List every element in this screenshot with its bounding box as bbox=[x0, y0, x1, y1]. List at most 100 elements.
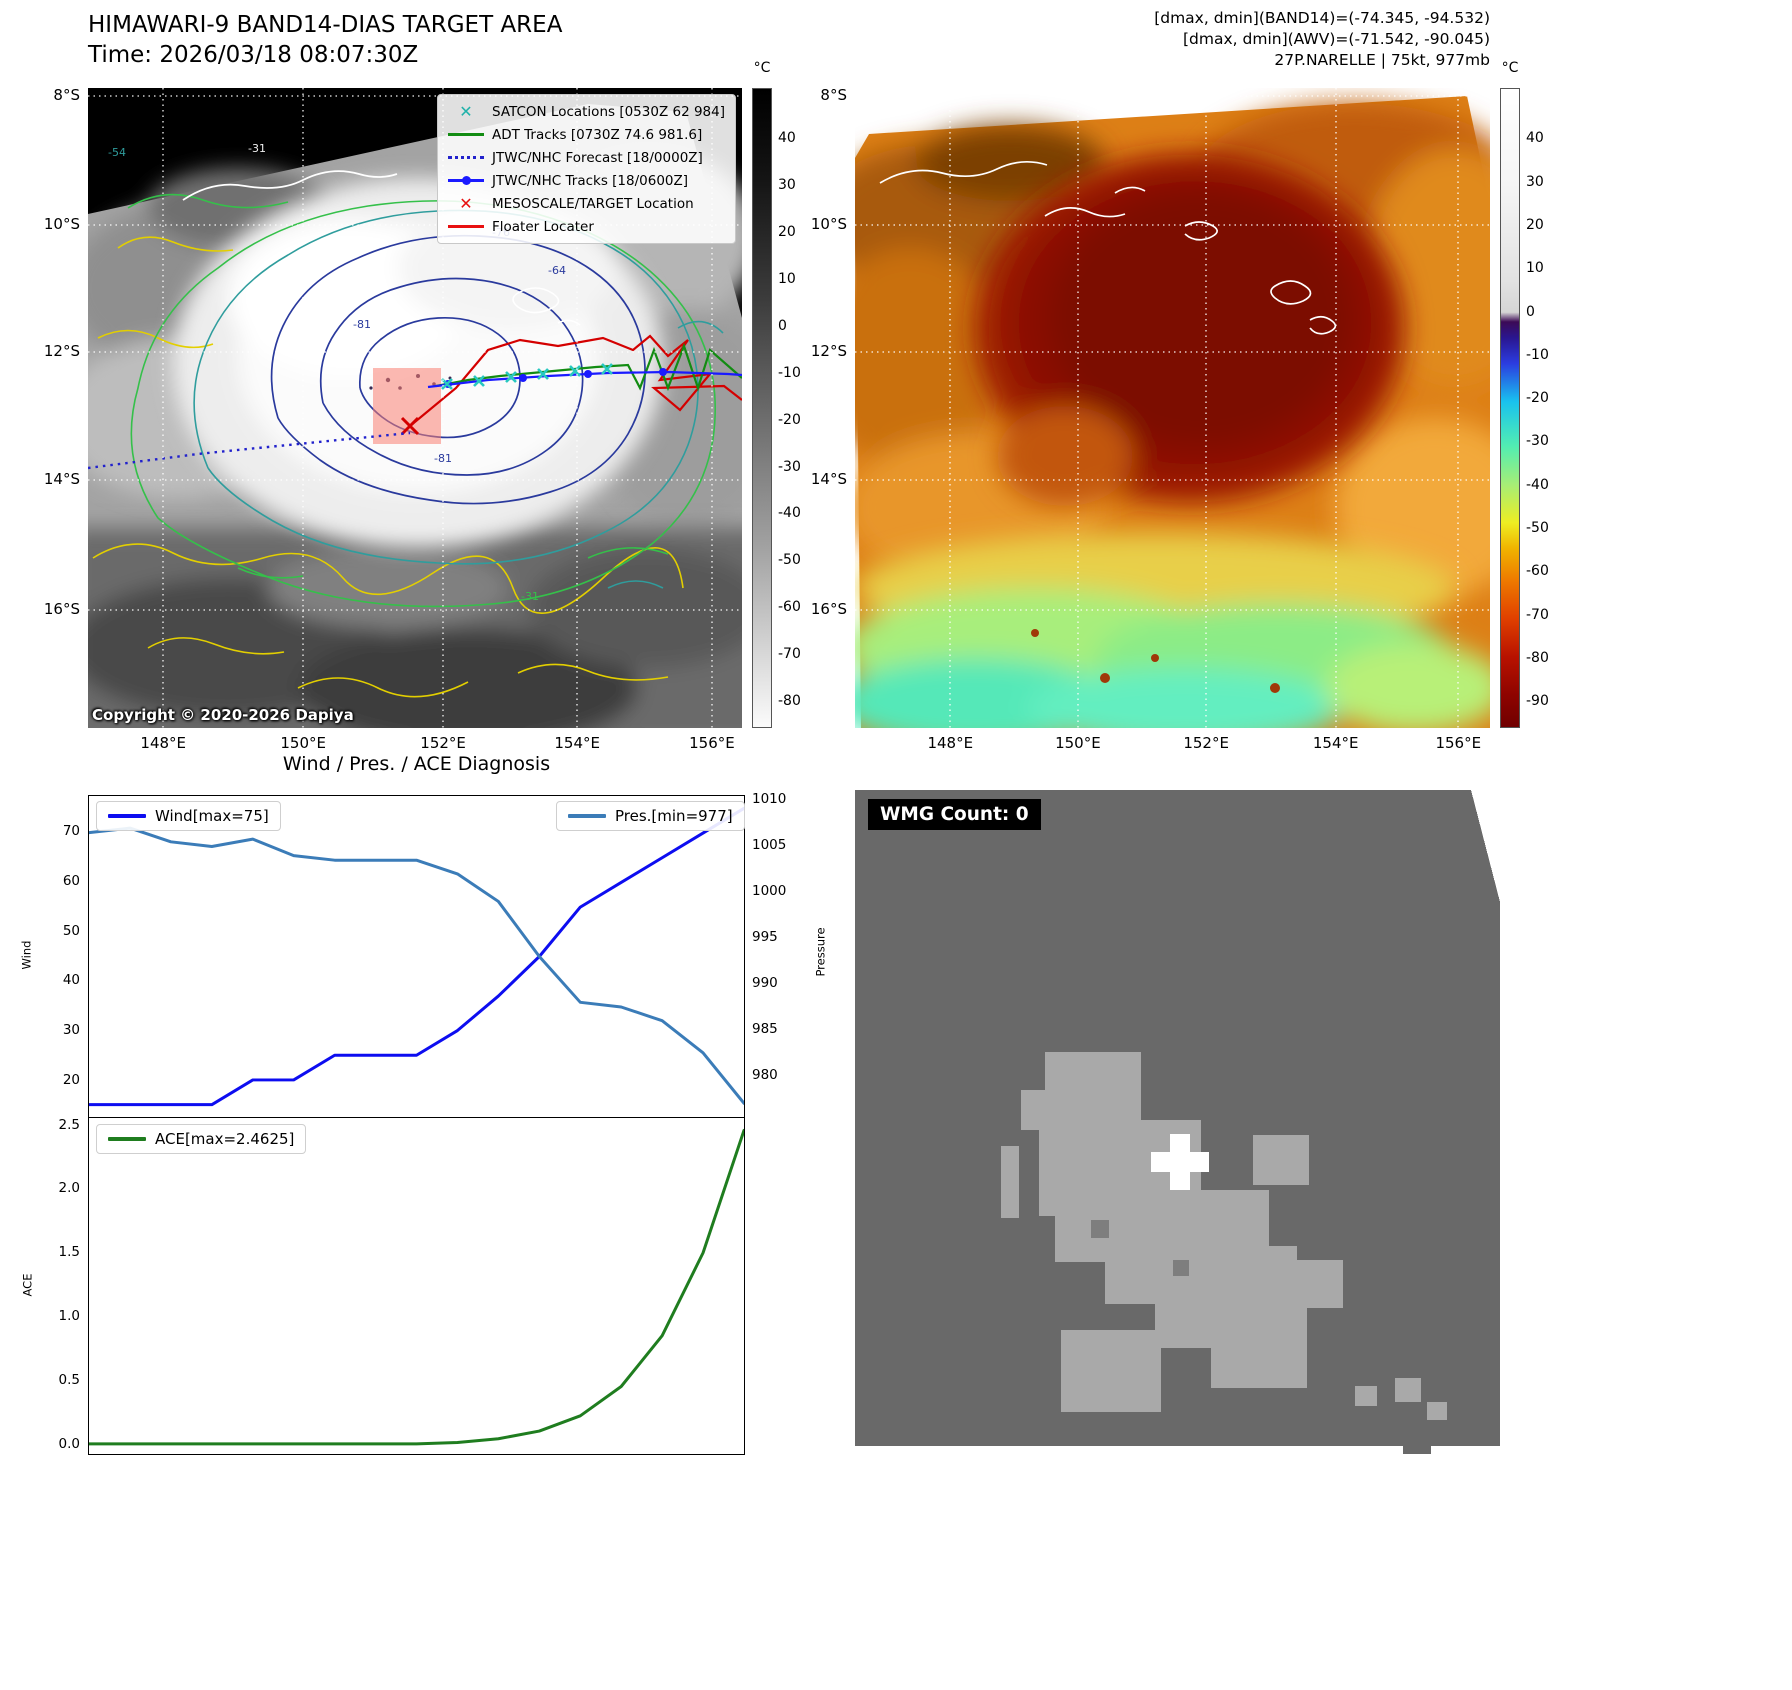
contour-label: -64 bbox=[548, 264, 566, 277]
y-tick-label: 1.0 bbox=[58, 1308, 80, 1325]
y-tick-label: 8°S bbox=[820, 86, 847, 104]
grid-lines bbox=[855, 88, 1490, 728]
y-tick-label: 10°S bbox=[810, 214, 847, 233]
coastline bbox=[512, 287, 581, 326]
dmax-dmin-awv: [dmax, dmin](AWV)=(-71.542, -90.045) bbox=[1183, 30, 1490, 48]
legend-item: JTWC/NHC Forecast [18/0000Z] bbox=[448, 148, 725, 167]
x-tick-label: 154°E bbox=[554, 734, 600, 752]
contour-label: -81 bbox=[353, 318, 371, 331]
y-tick-label: 1010 bbox=[752, 790, 787, 807]
band14-legend: ✕ SATCON Locations [0530Z 62 984] ADT Trac… bbox=[437, 94, 736, 244]
colorbar-tick-label: -20 bbox=[778, 411, 801, 428]
y-tick-label: 60 bbox=[62, 872, 80, 889]
south-cool-band bbox=[855, 533, 1490, 728]
y-tick-label: 980 bbox=[752, 1067, 778, 1084]
colorbar-tick-label: -10 bbox=[778, 364, 801, 381]
contour-label: -31 bbox=[521, 590, 539, 603]
storm-annotations: [dmax, dmin](BAND14)=(-74.345, -94.532) … bbox=[990, 8, 1490, 71]
colorbar-tick-label: 20 bbox=[1526, 216, 1544, 233]
line-sample-icon bbox=[448, 225, 484, 228]
line-sample-icon bbox=[448, 133, 484, 136]
line-sample-icon bbox=[448, 176, 484, 185]
y-tick-label: 30 bbox=[62, 1022, 80, 1039]
legend-item: Floater Locater bbox=[448, 217, 725, 236]
colorbar-tick-label: 40 bbox=[778, 130, 796, 147]
y-tick-label: 70 bbox=[62, 823, 80, 840]
awv-colorbar-unit: °C bbox=[1501, 60, 1519, 76]
colorbar-tick-label: -50 bbox=[778, 552, 801, 569]
x-tick-label: 150°E bbox=[1055, 734, 1101, 752]
x-tick-label: 152°E bbox=[420, 734, 466, 752]
cold-core-cdo bbox=[975, 153, 1405, 506]
cold-cloud-shield bbox=[173, 178, 663, 548]
y-tick-label: 50 bbox=[62, 922, 80, 939]
pres-legend: Pres.[min=977] bbox=[556, 801, 745, 831]
colorbar-tick-label: -50 bbox=[1526, 520, 1549, 537]
colorbar-tick-label: -70 bbox=[1526, 606, 1549, 623]
jtwc-track bbox=[427, 370, 742, 389]
adt-track bbox=[435, 342, 742, 392]
colorbar-tick-label: 40 bbox=[1526, 130, 1544, 147]
band14-map: -54-31-76-64-81-81-31 ✕SATCON Locations … bbox=[88, 88, 742, 728]
awv-map bbox=[855, 88, 1490, 728]
contour-label: -81 bbox=[434, 452, 452, 465]
contour-label: -31 bbox=[248, 142, 266, 155]
wmg-count-label: WMG Count: 0 bbox=[868, 799, 1041, 830]
coastlines bbox=[879, 160, 1337, 335]
x-tick-label: 154°E bbox=[1312, 734, 1359, 752]
satcon-markers bbox=[441, 363, 613, 390]
wind-pressure-chart bbox=[88, 795, 745, 1118]
y-tick-label: 1000 bbox=[752, 882, 787, 899]
colorbar-tick-label: 10 bbox=[778, 270, 796, 287]
colorbar-tick-label: -40 bbox=[778, 505, 801, 522]
pres-legend-label: Pres.[min=977] bbox=[615, 807, 733, 825]
y-tick-label: 0.0 bbox=[58, 1435, 80, 1452]
y-tick-label: 16°S bbox=[43, 599, 80, 618]
y-tick-label: 2.0 bbox=[58, 1180, 80, 1197]
colorbar-tick-label: 20 bbox=[778, 224, 796, 241]
y-tick-label: 40 bbox=[62, 972, 80, 989]
y-tick-label: 10°S bbox=[43, 214, 80, 233]
center-cross-marker bbox=[1151, 1134, 1209, 1190]
x-tick-label: 148°E bbox=[140, 734, 187, 752]
pressure-axis-label: Pressure bbox=[813, 927, 828, 977]
ace-axis-label: ACE bbox=[20, 1273, 35, 1297]
colorbar-tick-label: -90 bbox=[1526, 693, 1549, 710]
band14-colorbar bbox=[752, 88, 772, 728]
mesoscale-target-box bbox=[373, 368, 441, 444]
legend-item: ADT Tracks [0730Z 74.6 981.6] bbox=[448, 125, 725, 144]
y-tick-label: 1005 bbox=[752, 836, 787, 853]
temperature-contours bbox=[92, 170, 724, 698]
band14-title: HIMAWARI-9 BAND14-DIAS TARGET AREA bbox=[88, 12, 563, 38]
y-tick-label: 14°S bbox=[43, 470, 80, 488]
colorbar-tick-label: -30 bbox=[778, 458, 801, 475]
legend-label: SATCON Locations [0530Z 62 984] bbox=[492, 103, 725, 120]
y-tick-label: 1.5 bbox=[58, 1244, 80, 1261]
mask-dark-pixels bbox=[1091, 1220, 1189, 1276]
x-tick-label: 150°E bbox=[280, 734, 326, 752]
band14-satellite-image: -54-31-76-64-81-81-31 bbox=[88, 88, 742, 728]
y-tick-label: 2.5 bbox=[58, 1116, 80, 1133]
forecast-track bbox=[88, 431, 411, 470]
colorbar-tick-label: -60 bbox=[1526, 563, 1549, 580]
data-series-line bbox=[89, 826, 744, 1105]
warm-speckles bbox=[1031, 629, 1280, 693]
bottom-notch bbox=[1403, 1446, 1431, 1454]
wmg-panel: WMG Count: 0 bbox=[855, 790, 1500, 1462]
coastline bbox=[182, 170, 398, 201]
colorbar-tick-label: 30 bbox=[1526, 173, 1544, 190]
x-tick-label: 152°E bbox=[1183, 734, 1229, 752]
x-marker-icon: ✕ bbox=[459, 193, 473, 213]
diagnosis-title: Wind / Pres. / ACE Diagnosis bbox=[282, 753, 551, 775]
warm-cloud-texture bbox=[855, 103, 1490, 598]
colorbar-tick-label: 0 bbox=[1526, 303, 1535, 320]
ace-chart bbox=[88, 1118, 745, 1455]
ace-legend: ACE[max=2.4625] bbox=[96, 1124, 307, 1154]
band14-time: Time: 2026/03/18 08:07:30Z bbox=[88, 42, 419, 68]
y-tick-label: 12°S bbox=[810, 342, 847, 360]
y-tick-label: 990 bbox=[752, 975, 778, 992]
wind-legend-line bbox=[108, 814, 146, 818]
legend-item: JTWC/NHC Tracks [18/0600Z] bbox=[448, 171, 725, 190]
legend-label: Floater Locater bbox=[492, 218, 594, 235]
colorbar-tick-label: -30 bbox=[1526, 433, 1549, 450]
